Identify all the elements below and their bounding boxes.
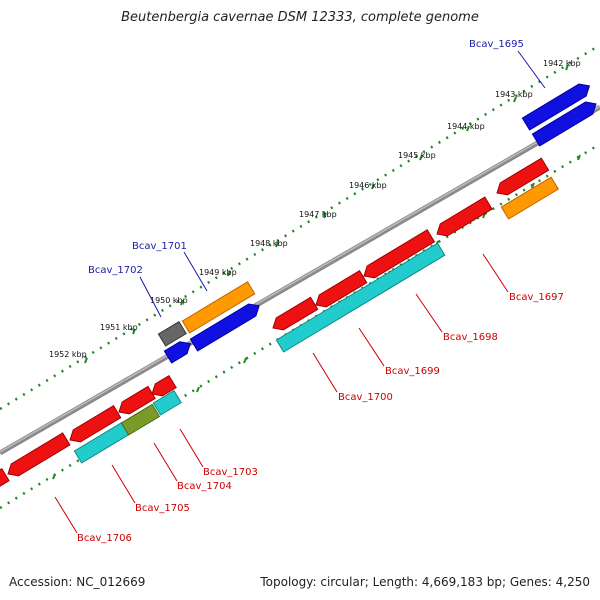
kbp-label: 1945 kbp [398, 151, 436, 160]
gene-label-bcav-1702[interactable]: Bcav_1702 [88, 265, 143, 276]
gene-feature[interactable] [120, 403, 161, 436]
gene-label-bcav-1705[interactable]: Bcav_1705 [135, 503, 190, 514]
gene-feature[interactable] [148, 374, 177, 400]
gene-feature[interactable] [312, 269, 368, 311]
gene-label-bcav-1704[interactable]: Bcav_1704 [177, 481, 232, 492]
gene-feature[interactable] [500, 176, 560, 220]
gene-features [0, 80, 599, 491]
topology-summary: Topology: circular; Length: 4,669,183 bp… [260, 575, 590, 589]
genome-backbone-highlight [0, 105, 600, 453]
kbp-label: 1947 kbp [299, 210, 337, 219]
kbp-label: 1950 kbp [150, 296, 188, 305]
gene-feature[interactable] [269, 296, 319, 334]
gene-label-bcav-1706[interactable]: Bcav_1706 [77, 533, 132, 544]
gene-feature[interactable] [521, 80, 593, 131]
gene-label-bcav-1700[interactable]: Bcav_1700 [338, 392, 393, 403]
gene-feature[interactable] [360, 229, 436, 282]
kbp-label: 1951 kbp [100, 323, 138, 332]
gene-feature[interactable] [163, 338, 193, 364]
outer-tick-track [0, 43, 600, 411]
kbp-label: 1952 kbp [49, 350, 87, 359]
kbp-label: 1948 kbp [250, 239, 288, 248]
kbp-labels: 1942 kbp 1943 kbp 1944 kbp 1945 kbp 1946… [49, 59, 581, 359]
gene-label-bcav-1699[interactable]: Bcav_1699 [385, 366, 440, 377]
gene-feature[interactable] [152, 389, 182, 416]
gene-feature[interactable] [157, 320, 187, 347]
gene-feature[interactable] [433, 196, 493, 240]
gene-feature[interactable] [189, 300, 262, 352]
gene-label-bcav-1701[interactable]: Bcav_1701 [132, 241, 187, 252]
gene-feature[interactable] [115, 385, 156, 418]
kbp-label: 1942 kbp [543, 59, 581, 68]
genome-backbone [0, 104, 600, 456]
gene-feature[interactable] [66, 404, 122, 446]
map-title: Beutenbergia cavernae DSM 12333, complet… [121, 10, 479, 25]
gene-feature[interactable] [0, 468, 10, 491]
gene-label-bcav-1697[interactable]: Bcav_1697 [509, 292, 564, 303]
gene-label-bcav-1695[interactable]: Bcav_1695 [469, 39, 524, 50]
gene-feature[interactable] [493, 157, 550, 199]
gene-label-bcav-1698[interactable]: Bcav_1698 [443, 332, 498, 343]
gene-feature[interactable] [181, 281, 256, 334]
kbp-label: 1946 kbp [349, 181, 387, 190]
kbp-label: 1944 kbp [447, 122, 485, 131]
gene-feature[interactable] [531, 98, 599, 147]
accession-label: Accession: NC_012669 [9, 575, 146, 589]
gene-label-bcav-1703[interactable]: Bcav_1703 [203, 467, 258, 478]
kbp-label: 1949 kbp [199, 268, 237, 277]
label-connectors [54, 50, 546, 534]
gene-feature[interactable] [275, 242, 446, 353]
gene-feature[interactable] [4, 432, 71, 480]
gene-labels: Bcav_1695 Bcav_1701 Bcav_1702 Bcav_1697 … [77, 39, 564, 544]
kbp-label: 1943 kbp [495, 90, 533, 99]
